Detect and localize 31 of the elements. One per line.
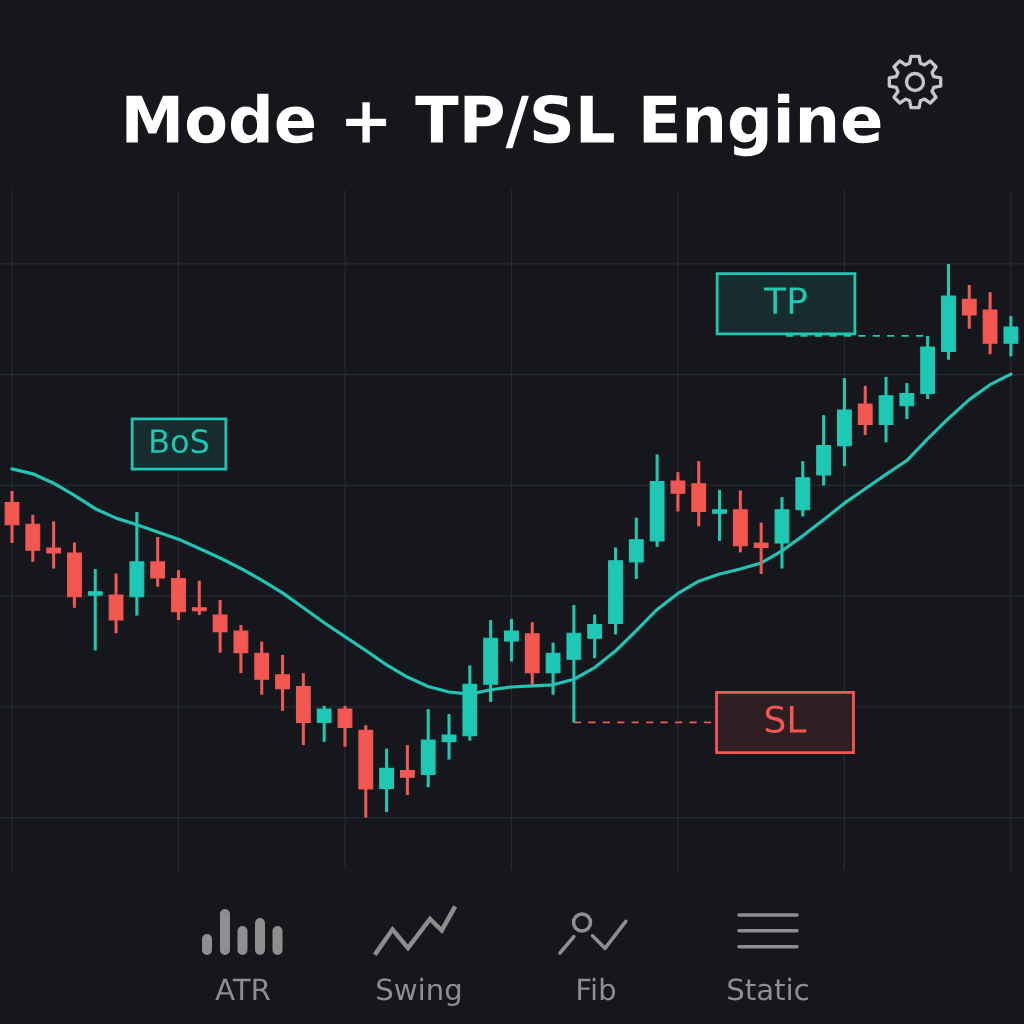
candlestick — [857, 384, 873, 437]
candlestick — [212, 600, 228, 653]
candlestick — [1003, 316, 1019, 357]
candlestick — [316, 704, 332, 742]
candlestick — [399, 745, 415, 795]
candlestick — [712, 488, 727, 541]
candlestick — [150, 535, 166, 587]
candlestick — [191, 580, 207, 616]
candlestick — [337, 704, 353, 747]
candlestick — [587, 614, 603, 660]
candlestick — [899, 383, 915, 420]
text: Static — [728, 977, 808, 1001]
candlestick — [379, 748, 395, 814]
chart-title: Mode + TP/SL Engine — [126, 93, 881, 157]
candlestick — [670, 472, 686, 512]
candlestick — [87, 569, 103, 651]
text: ATR — [215, 978, 271, 1000]
text: Fib — [578, 977, 616, 1001]
candlestick — [441, 714, 457, 760]
ref-line-label: SL — [765, 705, 807, 733]
candlestick — [628, 517, 644, 580]
annotation: BoS — [151, 429, 209, 454]
candlestick — [961, 285, 977, 329]
candlestick — [504, 617, 519, 662]
candlestick — [233, 624, 249, 675]
candlestick — [275, 653, 290, 711]
candlestick — [753, 522, 769, 576]
candlestick — [46, 521, 62, 569]
ref-line-label: TP — [763, 287, 807, 314]
candlestick — [4, 490, 20, 545]
text: Swing — [377, 977, 461, 1007]
